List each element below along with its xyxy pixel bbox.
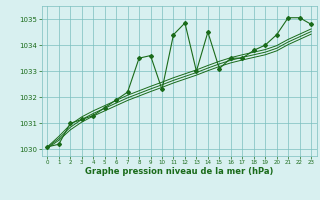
X-axis label: Graphe pression niveau de la mer (hPa): Graphe pression niveau de la mer (hPa) [85, 167, 273, 176]
